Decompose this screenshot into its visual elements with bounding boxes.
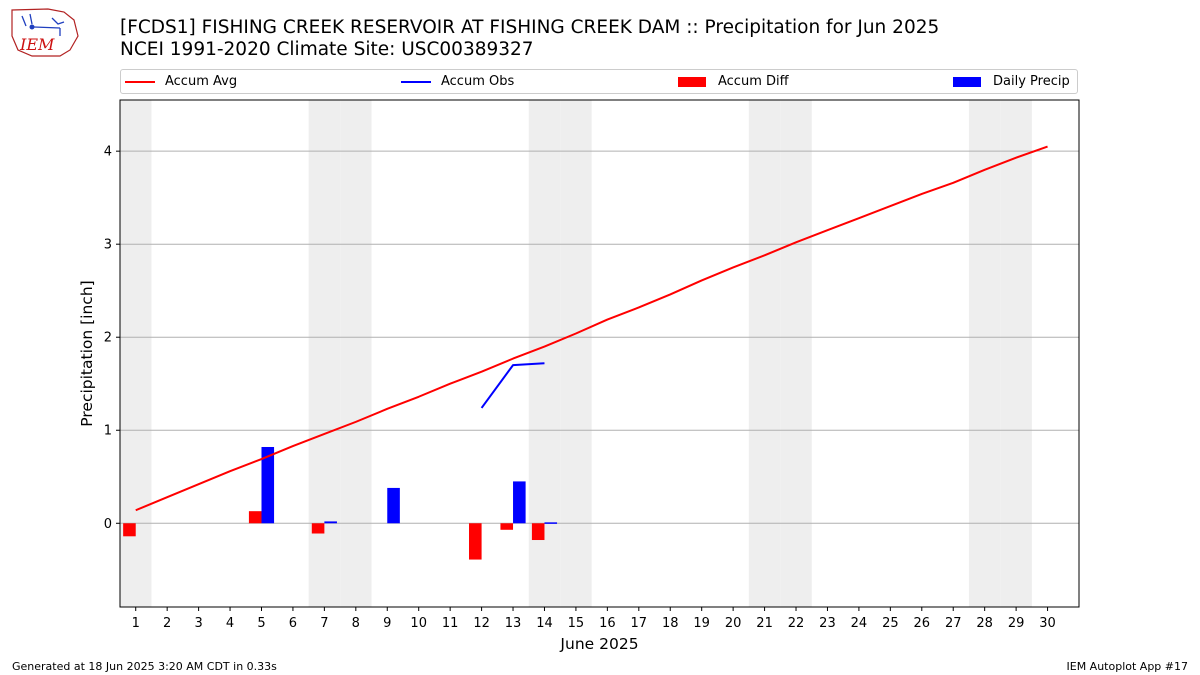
legend-item-accum-obs: Accum Obs bbox=[401, 73, 551, 91]
footer-app-label: IEM Autoplot App #17 bbox=[1066, 660, 1189, 673]
iem-logo: IEM bbox=[11, 8, 79, 57]
x-tick-label: 6 bbox=[289, 616, 297, 631]
y-tick-label: 3 bbox=[104, 238, 112, 253]
weekend-band bbox=[1000, 100, 1032, 607]
x-tick-label: 27 bbox=[945, 616, 962, 631]
accum-diff-bar bbox=[248, 511, 262, 524]
x-tick-label: 26 bbox=[914, 616, 931, 631]
x-tick-label: 19 bbox=[693, 616, 710, 631]
legend-label: Accum Avg bbox=[165, 74, 238, 89]
x-tick-label: 25 bbox=[882, 616, 899, 631]
x-tick-label: 14 bbox=[536, 616, 553, 631]
x-tick-label: 17 bbox=[631, 616, 648, 631]
accum-diff-bar bbox=[123, 523, 136, 537]
x-tick-label: 24 bbox=[851, 616, 868, 631]
x-tick-label: 29 bbox=[1008, 616, 1025, 631]
x-axis-label: June 2025 bbox=[559, 635, 638, 653]
x-tick-label: 2 bbox=[163, 616, 171, 631]
daily-precip-bar bbox=[544, 522, 558, 524]
x-tick-label: 28 bbox=[976, 616, 993, 631]
x-tick-label: 8 bbox=[352, 616, 360, 631]
weekend-band bbox=[560, 100, 592, 607]
weekend-band bbox=[748, 100, 781, 607]
logo-text: IEM bbox=[19, 35, 55, 54]
x-tick-label: 3 bbox=[194, 616, 202, 631]
x-tick-label: 23 bbox=[819, 616, 836, 631]
legend-label: Accum Diff bbox=[718, 74, 789, 89]
x-tick-label: 5 bbox=[257, 616, 265, 631]
daily-precip-bar bbox=[387, 487, 400, 524]
legend-label: Daily Precip bbox=[993, 74, 1070, 89]
x-tick-label: 13 bbox=[505, 616, 522, 631]
daily-precip-bar bbox=[261, 446, 275, 524]
y-tick-label: 0 bbox=[104, 517, 112, 532]
y-tick-label: 2 bbox=[104, 331, 112, 346]
accum-diff-bar bbox=[531, 523, 545, 541]
legend-swatch-accum-avg bbox=[125, 81, 155, 83]
legend-swatch-daily-precip bbox=[953, 77, 981, 87]
y-axis-label: Precipitation [inch] bbox=[78, 280, 96, 426]
accum-diff-bar bbox=[500, 523, 514, 530]
x-tick-label: 1 bbox=[132, 616, 140, 631]
weekend-band bbox=[340, 100, 372, 607]
legend-swatch-accum-obs bbox=[401, 81, 431, 83]
accum-diff-bar bbox=[469, 523, 482, 560]
accum-diff-bar bbox=[311, 523, 325, 534]
x-tick-label: 22 bbox=[788, 616, 805, 631]
daily-precip-bar bbox=[513, 481, 526, 524]
legend-item-daily-precip: Daily Precip bbox=[953, 73, 1078, 91]
x-tick-label: 18 bbox=[662, 616, 679, 631]
y-tick-label: 1 bbox=[104, 424, 112, 439]
weekend-band bbox=[780, 100, 812, 607]
weekend-band bbox=[120, 100, 152, 607]
footer-generated-text: Generated at 18 Jun 2025 3:20 AM CDT in … bbox=[12, 660, 277, 673]
plot-frame bbox=[119, 99, 1080, 608]
chart-legend: Accum Avg Accum Obs Accum Diff Daily Pre… bbox=[120, 69, 1078, 94]
chart-subtitle: NCEI 1991-2020 Climate Site: USC00389327 bbox=[120, 39, 534, 60]
y-tick-label: 4 bbox=[104, 145, 112, 160]
x-tick-label: 10 bbox=[410, 616, 427, 631]
x-tick-label: 15 bbox=[568, 616, 585, 631]
accum-obs-line bbox=[480, 362, 545, 409]
legend-item-accum-avg: Accum Avg bbox=[125, 73, 275, 91]
legend-item-accum-diff: Accum Diff bbox=[678, 73, 828, 91]
weekend-band bbox=[968, 100, 1001, 607]
x-tick-label: 16 bbox=[599, 616, 616, 631]
x-tick-label: 7 bbox=[320, 616, 328, 631]
daily-precip-bar bbox=[324, 521, 337, 524]
chart-title: [FCDS1] FISHING CREEK RESERVOIR AT FISHI… bbox=[120, 17, 940, 38]
x-tick-label: 12 bbox=[473, 616, 490, 631]
x-tick-label: 30 bbox=[1039, 616, 1056, 631]
legend-swatch-accum-diff bbox=[678, 77, 706, 87]
x-tick-label: 21 bbox=[756, 616, 773, 631]
legend-label: Accum Obs bbox=[441, 74, 515, 89]
accum-avg-line bbox=[135, 145, 1048, 512]
x-tick-label: 9 bbox=[383, 616, 391, 631]
x-tick-label: 20 bbox=[725, 616, 742, 631]
x-tick-label: 4 bbox=[226, 616, 234, 631]
x-tick-label: 11 bbox=[442, 616, 459, 631]
